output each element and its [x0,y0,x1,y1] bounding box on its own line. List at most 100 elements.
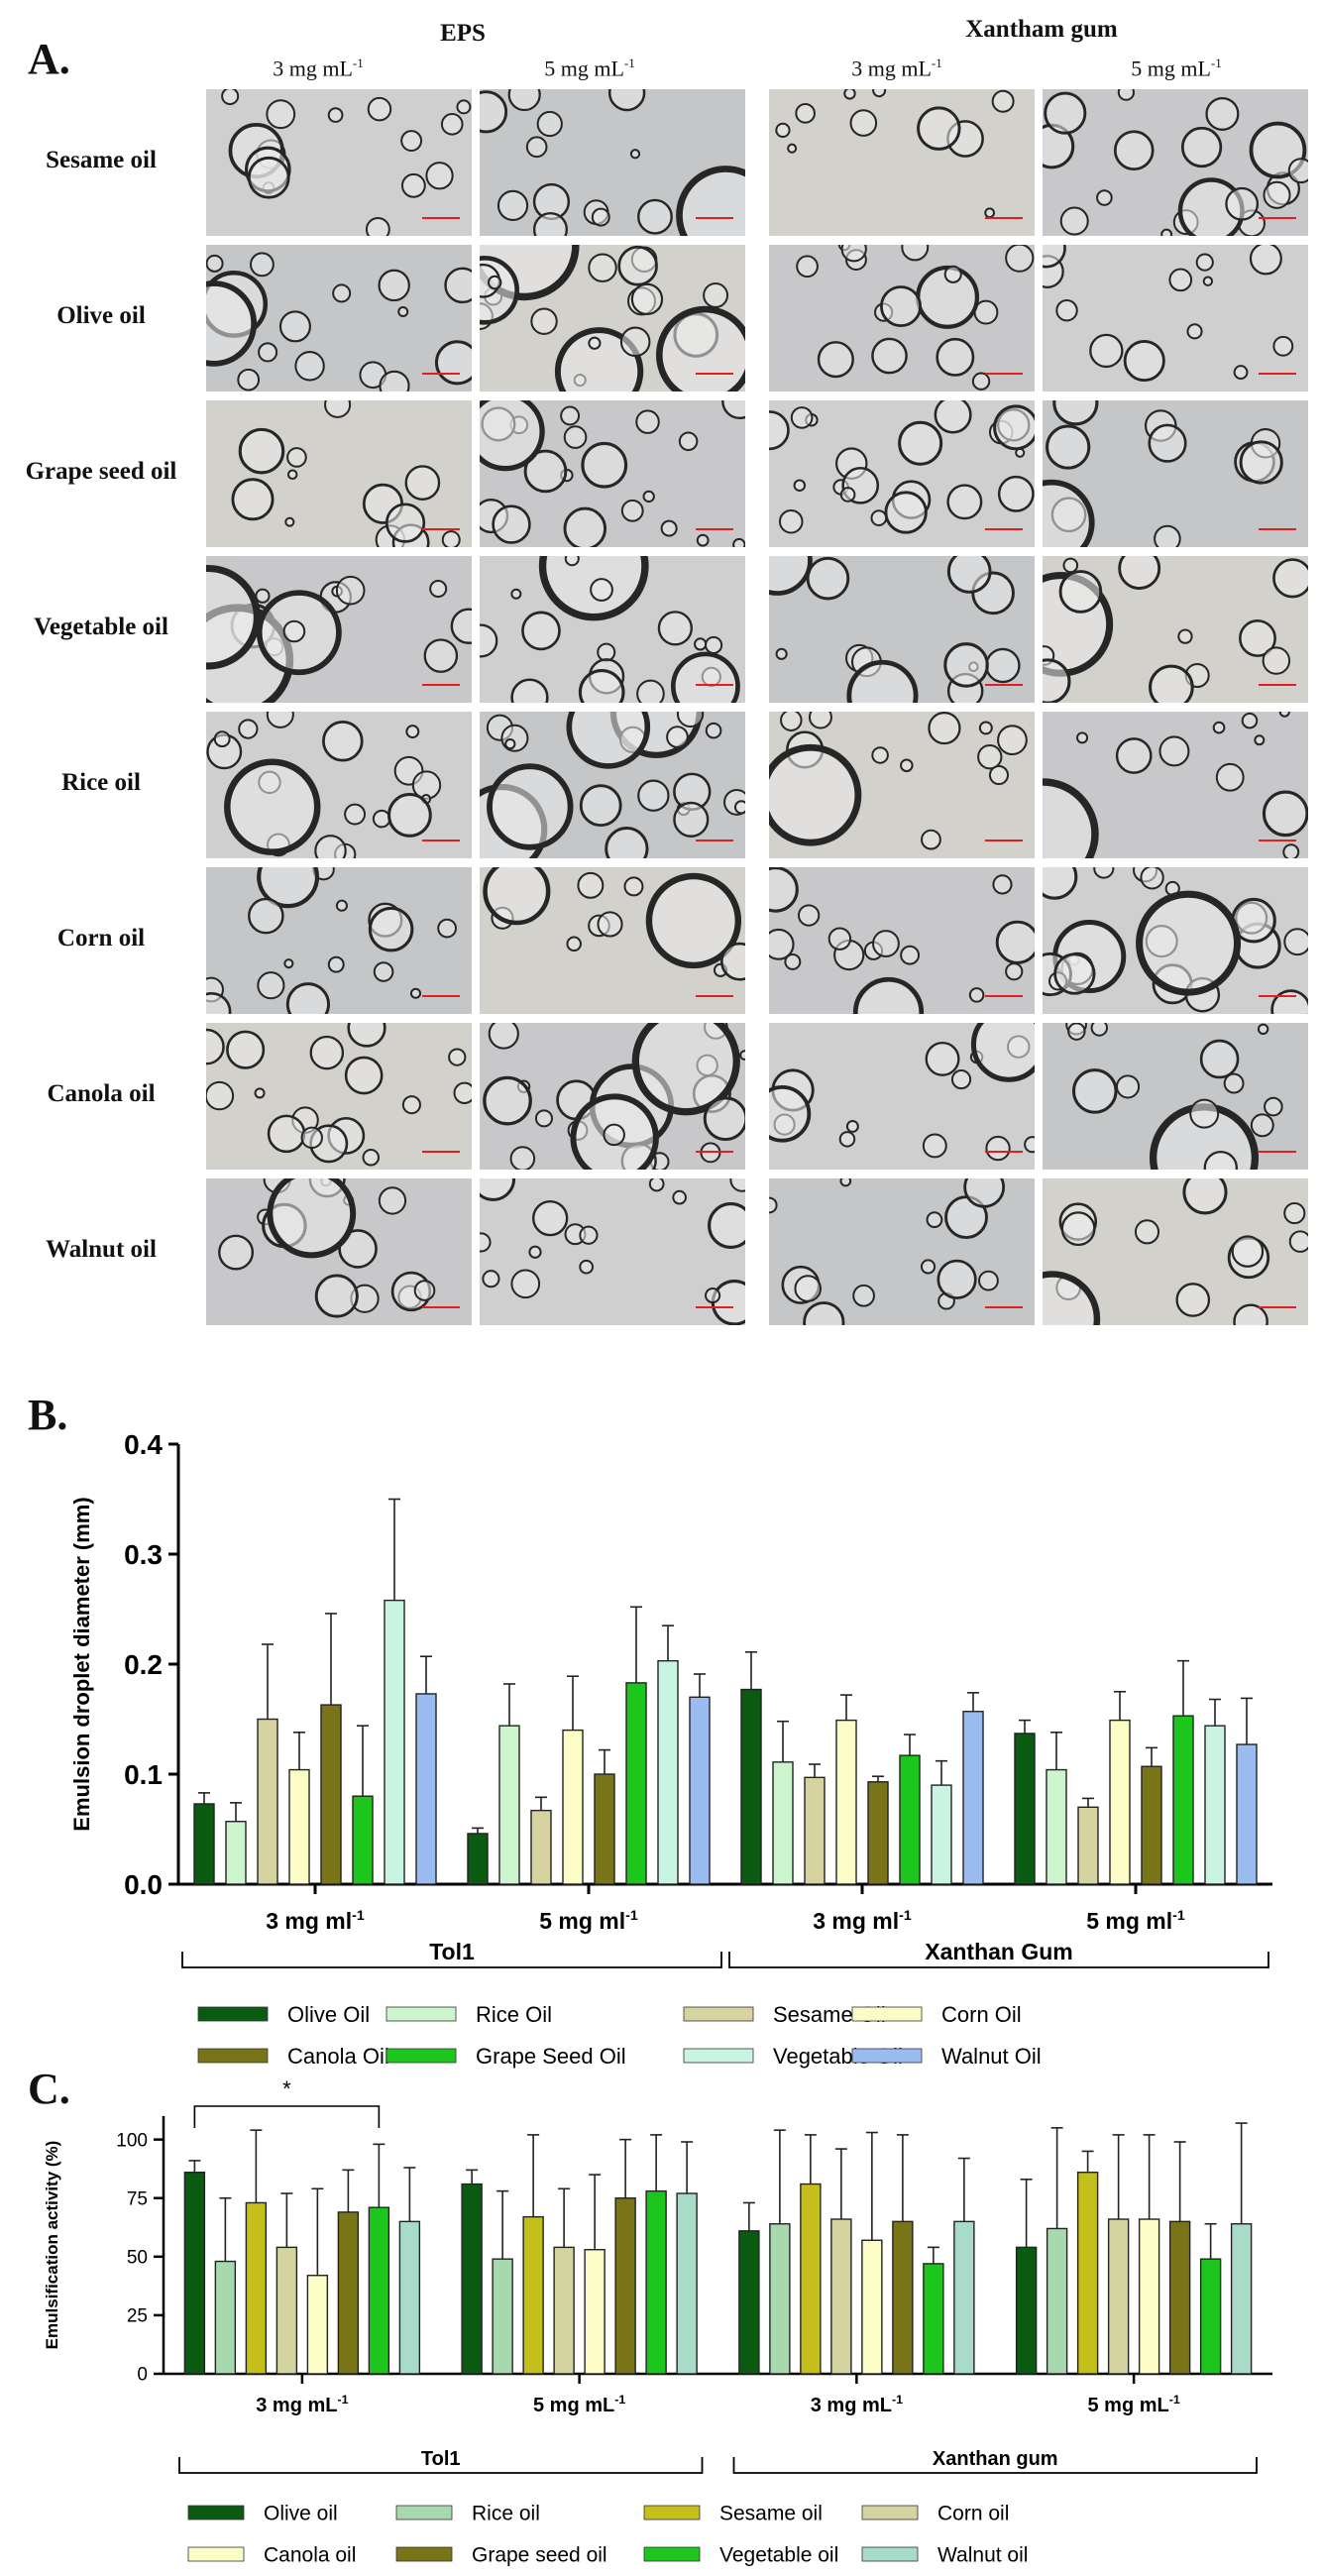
droplet-shape [409,987,422,999]
bar [1014,1733,1036,1885]
droplet-shape [673,801,710,838]
droplet-shape [266,99,296,130]
panel-a-letter: A. [28,35,70,83]
y-tick-label: 0 [137,2365,148,2386]
bar [835,1719,857,1885]
droplet-shape [1225,186,1260,221]
droplet-shape [1090,1023,1109,1037]
droplet-shape [631,1023,740,1116]
legend-swatch [395,2546,453,2562]
droplet-shape [926,1211,943,1229]
droplet-shape [607,89,646,112]
droplet-shape [400,130,423,152]
x-category-label: 5 mg ml-1 [1086,1908,1185,1934]
droplet-shape [285,982,331,1014]
droplet-shape [294,351,325,382]
droplet-shape [1186,323,1203,340]
bar [461,2183,483,2375]
droplet-shape [623,876,644,897]
droplet-shape [226,1030,266,1069]
droplet-shape [769,410,790,451]
droplet-shape [577,871,605,899]
legend-swatch [643,2546,701,2562]
droplet-shape [401,1095,421,1115]
x-category-label: 3 mg mL-1 [811,2393,903,2416]
droplet-shape [510,1269,541,1299]
legend-swatch [643,2505,701,2520]
micrograph-svg [1043,1178,1308,1325]
micrograph-image [480,400,745,547]
bar [1230,2223,1253,2375]
droplet-shape [1233,365,1249,380]
oil-row-label: Vegetable oil [34,614,168,640]
droplet-shape [206,254,224,273]
droplet-shape [870,509,888,526]
droplet-shape [322,720,364,762]
bar [1046,2227,1068,2375]
droplet-shape [775,647,788,660]
droplet-shape [257,867,320,909]
micrograph-image [1043,245,1308,392]
droplet-shape [657,611,693,646]
droplet-shape [300,1126,323,1150]
droplet-shape [872,930,900,957]
droplet-shape [314,835,347,858]
droplet-shape [423,638,459,673]
droplet-shape [968,987,985,1003]
droplet-shape [920,1259,936,1275]
droplet-shape [943,265,962,283]
micrograph-svg [480,245,745,392]
bar [1109,1719,1131,1885]
droplet-shape [629,149,641,160]
micrograph-svg [1043,89,1308,236]
y-tick-label: 50 [127,2247,148,2268]
legend-swatch [386,2048,457,2064]
micrograph-svg [769,1178,1035,1325]
droplet-shape [963,1178,1006,1208]
y-tick-label: 0.2 [124,1649,163,1680]
x-category-label: 3 mg ml-1 [266,1908,365,1934]
droplet-shape [1233,1303,1268,1325]
micrograph-image [480,1178,745,1325]
droplet-shape [1136,890,1242,996]
droplet-shape [840,245,867,263]
droplet-shape [711,1280,745,1325]
droplet-shape [922,1133,947,1159]
bar [861,2239,883,2375]
droplet-shape [1239,619,1276,657]
micrograph-svg [206,245,472,392]
droplet-shape [404,465,441,501]
droplet-shape [450,608,472,644]
bar [1077,1806,1099,1885]
micrograph-svg [1043,712,1308,858]
x-category-sup: -1 [337,2393,348,2407]
bar [1015,2246,1038,2375]
droplet-shape [218,1234,255,1271]
legend-label: Grape seed oil [472,2544,607,2567]
legend-swatch [197,2048,269,2064]
droplet-shape [642,490,655,504]
droplet-shape [344,803,367,826]
droplet-shape [678,431,699,452]
droplet-shape [1044,91,1087,135]
micrograph-svg [480,1178,745,1325]
droplet-shape [645,872,742,969]
droplet-shape [666,726,689,748]
x-category-sup: -1 [625,1908,638,1924]
droplet-shape [213,730,231,748]
droplet-shape [206,992,232,1014]
micrograph-image [1043,712,1308,858]
droplet-shape [676,166,745,236]
droplet-shape [839,1178,852,1187]
droplet-shape [846,659,919,703]
oil-row-label: Olive oil [56,302,146,329]
droplet-shape [1283,928,1308,956]
droplet-shape [534,1109,553,1128]
bar [892,2220,914,2375]
bar [1172,1715,1194,1885]
droplet-shape [769,1196,778,1214]
legend-swatch [861,2505,919,2520]
droplet-shape [635,409,660,434]
droplet-shape [365,216,390,236]
droplet-shape [1182,1178,1228,1215]
